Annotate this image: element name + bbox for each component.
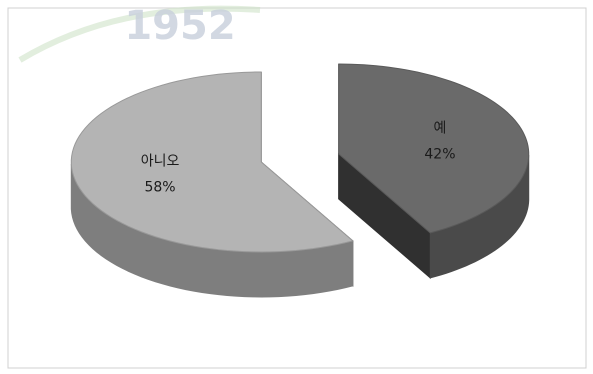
slice-value-label: 58% (144, 179, 175, 195)
slice: 예 42% (338, 63, 530, 279)
watermark: 1952 (124, 3, 235, 49)
slice-top (70, 71, 354, 253)
pie: 예 42% 아니오 58% (70, 63, 530, 298)
slice-label: 아니오 (141, 153, 180, 169)
slice-top (338, 63, 530, 234)
slice-value-label: 42% (424, 147, 455, 163)
slice-label: 예 (434, 121, 447, 137)
watermark-arc (18, 5, 261, 63)
slice: 아니오 58% (70, 71, 354, 298)
